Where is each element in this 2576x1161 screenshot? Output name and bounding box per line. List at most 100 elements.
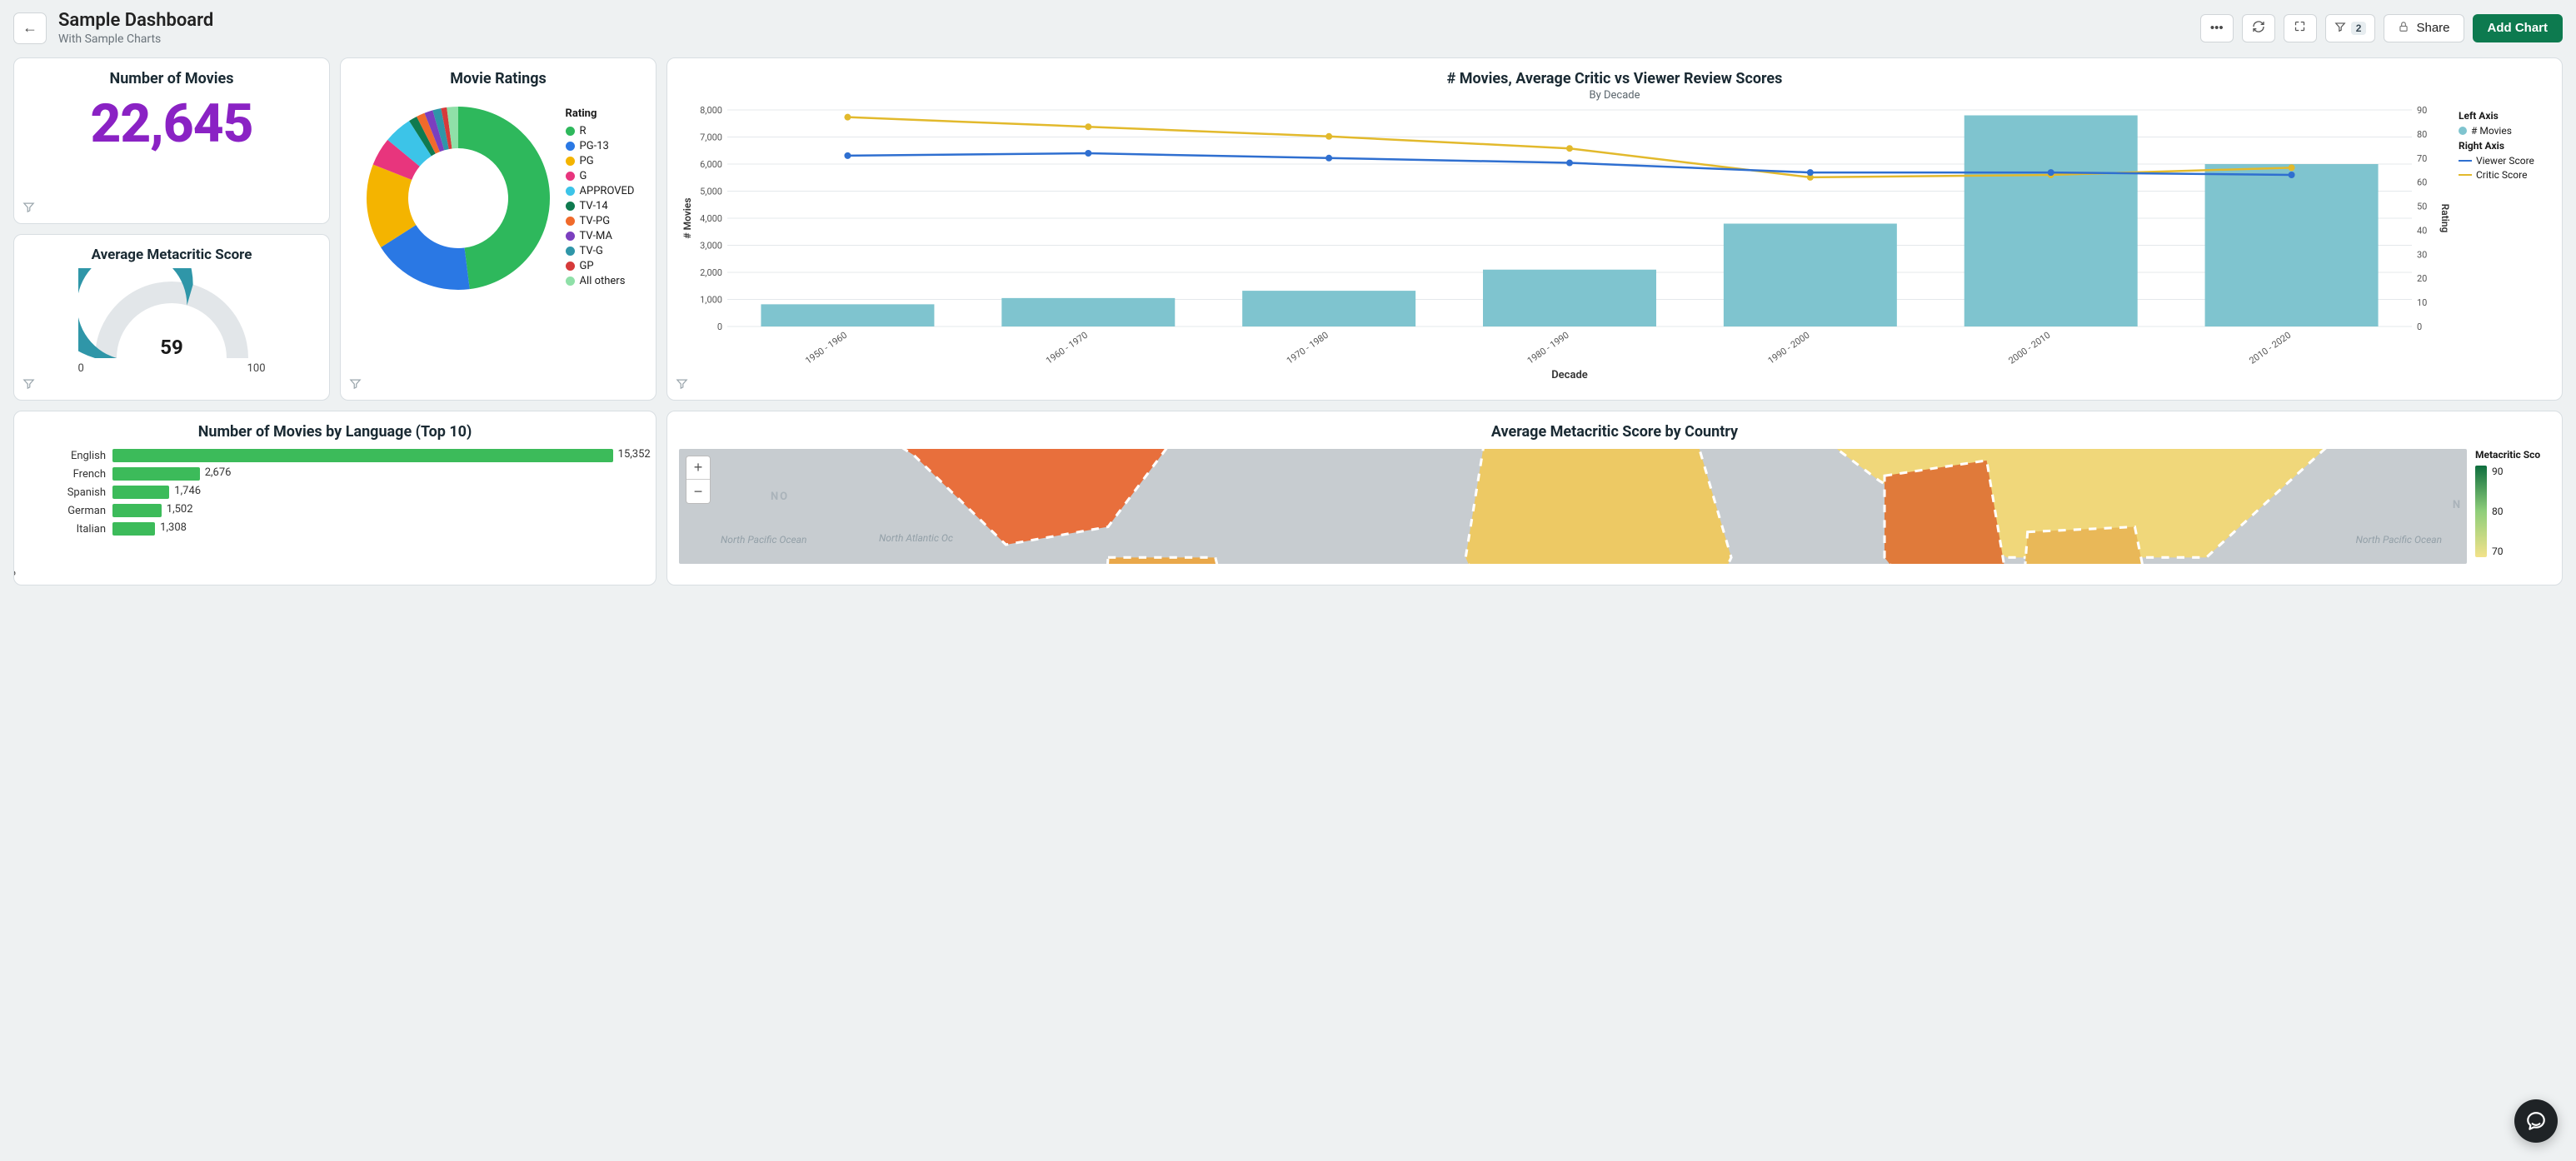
hbar-fill [112, 504, 162, 517]
gauge-max-label: 100 [247, 362, 266, 375]
legend-label: PG [580, 155, 594, 167]
combo-subtitle: By Decade [679, 89, 2550, 102]
svg-text:0: 0 [2417, 321, 2422, 332]
map-continent-label: N [2453, 499, 2462, 511]
hbar-label: Italian [36, 523, 112, 536]
swatch-icon [566, 202, 575, 211]
svg-text:1,000: 1,000 [700, 295, 722, 306]
refresh-button[interactable] [2242, 14, 2275, 42]
swatch-icon [566, 232, 575, 241]
arrow-left-icon: ← [22, 19, 37, 37]
map-legend-title: Metacritic Sco [2475, 449, 2550, 461]
card-score-by-country: Average Metacritic Score by Country + − … [666, 411, 2563, 585]
svg-text:2000 - 2010: 2000 - 2010 [2006, 330, 2052, 366]
hbar-fill [112, 522, 155, 536]
svg-text:6,000: 6,000 [700, 159, 722, 170]
map-ocean-label: North Atlantic Oc [879, 532, 953, 544]
map-scale-tick: 90 [2492, 466, 2504, 477]
card-filter-icon[interactable] [349, 377, 362, 393]
map-scale-tick: 80 [2492, 506, 2504, 517]
card-avg-metacritic: Average Metacritic Score 59 0 100 [13, 234, 330, 401]
filters-button[interactable]: 2 [2325, 14, 2376, 42]
choropleth-map [679, 449, 2467, 564]
card-filter-icon[interactable] [676, 377, 688, 393]
donut-legend-item[interactable]: PG [566, 155, 635, 167]
card-movie-ratings: Movie Ratings Rating R PG-13 PG G APPROVED TV… [340, 57, 656, 401]
donut-title: Movie Ratings [352, 70, 644, 87]
donut-legend-item[interactable]: TV-14 [566, 200, 635, 212]
card-movies-by-language: Number of Movies by Language (Top 10) En… [13, 411, 656, 585]
more-options-button[interactable]: ••• [2200, 14, 2234, 42]
svg-text:1950 - 1960: 1950 - 1960 [803, 330, 849, 366]
svg-text:70: 70 [2417, 153, 2427, 164]
svg-text:40: 40 [2417, 225, 2427, 236]
svg-text:60: 60 [2417, 177, 2427, 188]
kpi-title: Number of Movies [26, 70, 317, 87]
combo-left-axis-title: Left Axis [2459, 110, 2550, 122]
donut-legend-item[interactable]: R [566, 125, 635, 137]
svg-text:30: 30 [2417, 249, 2427, 260]
gauge-title: Average Metacritic Score [26, 247, 317, 263]
legend-label: R [580, 125, 587, 137]
swatch-icon [566, 127, 575, 136]
map-zoom-in-button[interactable]: + [686, 456, 710, 480]
hbar-fill [112, 486, 169, 499]
hbar-row: Italian 1,308 [36, 522, 634, 536]
donut-legend-item[interactable]: TV-MA [566, 230, 635, 242]
hbar-value: 2,676 [205, 466, 232, 479]
svg-text:50: 50 [2417, 202, 2427, 212]
swatch-icon [566, 187, 575, 196]
hbar-value: 1,502 [167, 503, 193, 516]
hbar-fill [112, 467, 200, 481]
donut-legend-item[interactable]: TV-G [566, 245, 635, 257]
combo-legend-item: Viewer Score [2476, 155, 2534, 167]
share-button[interactable]: Share [2384, 14, 2464, 42]
chat-icon [2525, 1110, 2547, 1132]
page-subtitle: With Sample Charts [58, 32, 213, 46]
donut-legend-item[interactable]: PG-13 [566, 140, 635, 152]
legend-label: GP [580, 260, 594, 272]
combo-legend-item: Critic Score [2476, 169, 2527, 181]
map-canvas[interactable]: + − NO N North Pacific Ocean North Atlan… [679, 449, 2467, 564]
map-ocean-label: North Pacific Ocean [2356, 534, 2442, 546]
donut-legend-item[interactable]: GP [566, 260, 635, 272]
svg-text:8,000: 8,000 [700, 105, 722, 116]
help-chat-button[interactable] [2514, 1099, 2558, 1143]
donut-legend-title: Rating [566, 107, 635, 120]
gauge-value: 59 [160, 336, 183, 359]
add-chart-button[interactable]: Add Chart [2473, 14, 2564, 42]
hbar-y-axis-label: age [13, 565, 16, 581]
swatch-icon [566, 172, 575, 181]
svg-text:3,000: 3,000 [700, 241, 722, 252]
donut-legend-item[interactable]: TV-PG [566, 215, 635, 227]
svg-text:Decade: Decade [1551, 369, 1588, 381]
donut-legend-item[interactable]: All others [566, 275, 635, 287]
fullscreen-button[interactable] [2284, 14, 2317, 42]
expand-icon [2294, 20, 2306, 36]
gauge-min-label: 0 [78, 362, 84, 375]
donut-legend-item[interactable]: G [566, 170, 635, 182]
hbar-chart: English 15,352 French 2,676 Spanish 1,74… [26, 449, 644, 536]
hbar-title: Number of Movies by Language (Top 10) [26, 423, 644, 441]
share-label: Share [2416, 21, 2449, 35]
map-scale-tick: 70 [2492, 546, 2504, 557]
swatch-icon [566, 142, 575, 151]
svg-text:2010 - 2020: 2010 - 2020 [2247, 330, 2293, 366]
combo-right-axis-title: Right Axis [2459, 140, 2550, 152]
svg-text:1960 - 1970: 1960 - 1970 [1044, 330, 1090, 366]
svg-text:1970 - 1980: 1970 - 1980 [1285, 330, 1330, 366]
map-scale-bar [2475, 466, 2487, 557]
map-zoom-out-button[interactable]: − [686, 480, 710, 503]
donut-legend-item[interactable]: APPROVED [566, 185, 635, 197]
back-button[interactable]: ← [13, 12, 47, 44]
card-filter-icon[interactable] [22, 201, 35, 217]
kpi-value: 22,645 [26, 92, 317, 155]
card-filter-icon[interactable] [22, 377, 35, 393]
hbar-fill [112, 449, 613, 462]
svg-text:# Movies: # Movies [681, 197, 693, 238]
svg-text:1980 - 1990: 1980 - 1990 [1525, 330, 1571, 366]
combo-legend: Left Axis # Movies Right Axis Viewer Sco… [2459, 105, 2550, 381]
filter-icon [2334, 21, 2346, 36]
combo-legend-item: # Movies [2471, 125, 2512, 137]
card-combo-chart: # Movies, Average Critic vs Viewer Revie… [666, 57, 2563, 401]
